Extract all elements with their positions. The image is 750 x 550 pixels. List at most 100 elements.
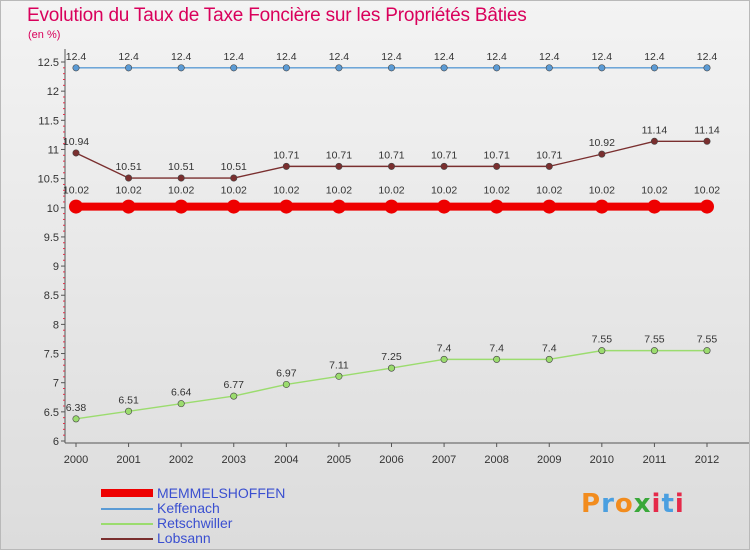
data-label-keffenach: 12.4 — [171, 51, 192, 63]
data-label-keffenach: 12.4 — [539, 51, 560, 63]
data-point-memmelshoffen — [331, 199, 346, 214]
series-layer — [69, 64, 714, 423]
x-tick-label: 2008 — [484, 454, 508, 466]
data-point-memmelshoffen — [489, 199, 504, 214]
data-label-retschwiller: 6.64 — [171, 387, 192, 399]
data-label-retschwiller: 7.55 — [644, 334, 665, 346]
data-point-lobsann — [387, 162, 395, 170]
data-label-keffenach: 12.4 — [381, 51, 402, 63]
data-label-memmelshoffen: 10.02 — [378, 185, 404, 197]
data-label-retschwiller: 7.25 — [381, 351, 402, 363]
data-label-retschwiller: 6.77 — [224, 379, 245, 391]
data-point-memmelshoffen — [700, 199, 714, 214]
data-point-lobsann — [125, 174, 133, 182]
data-point-lobsann — [493, 162, 501, 170]
y-tick-label: 9 — [53, 261, 59, 273]
data-point-keffenach — [440, 64, 448, 72]
data-point-retschwiller — [335, 372, 343, 380]
logo-letter: t — [661, 489, 675, 519]
y-tick-label: 10.5 — [38, 174, 59, 186]
data-point-lobsann — [440, 162, 448, 170]
y-tick-label: 10 — [47, 203, 59, 215]
data-label-retschwiller: 7.55 — [697, 334, 718, 346]
data-labels-layer: 12.4 12.4 12.4 12.4 12.4 12.4 12.4 12.4 12.4 12.4… — [63, 51, 720, 414]
data-point-keffenach — [282, 64, 290, 72]
data-point-retschwiller — [72, 415, 80, 423]
data-point-memmelshoffen — [226, 199, 241, 214]
logo-letter: i — [674, 489, 685, 519]
data-point-memmelshoffen — [594, 199, 609, 214]
data-label-lobsann: 10.51 — [115, 161, 141, 173]
data-point-retschwiller — [493, 355, 501, 363]
x-tick-label: 2003 — [222, 454, 246, 466]
data-label-memmelshoffen: 10.02 — [326, 185, 352, 197]
data-label-keffenach: 12.4 — [434, 51, 455, 63]
data-point-retschwiller — [703, 347, 711, 355]
data-point-keffenach — [493, 64, 501, 72]
legend-swatch-memmelshoffen — [101, 489, 153, 497]
logo-letter: i — [651, 489, 662, 519]
data-label-keffenach: 12.4 — [592, 51, 613, 63]
data-point-memmelshoffen — [279, 199, 294, 214]
data-point-lobsann — [335, 162, 343, 170]
logo-letter: P — [581, 489, 602, 519]
data-label-lobsann: 10.71 — [326, 149, 352, 161]
data-label-memmelshoffen: 10.02 — [536, 185, 562, 197]
data-label-memmelshoffen: 10.02 — [63, 185, 89, 197]
logo-letter: x — [633, 489, 652, 519]
x-tick-label: 2001 — [116, 454, 140, 466]
data-point-memmelshoffen — [437, 199, 452, 214]
data-point-lobsann — [598, 150, 606, 158]
data-label-lobsann: 11.14 — [642, 124, 668, 136]
chart-title: Evolution du Taux de Taxe Foncière sur l… — [27, 5, 527, 26]
data-point-keffenach — [650, 64, 658, 72]
data-point-keffenach — [230, 64, 238, 72]
data-point-retschwiller — [282, 380, 290, 388]
data-label-lobsann: 10.71 — [273, 149, 299, 161]
data-label-lobsann: 10.71 — [536, 149, 562, 161]
data-label-keffenach: 12.4 — [329, 51, 350, 63]
y-tick-label: 7.5 — [44, 349, 59, 361]
y-tick-label: 8 — [53, 319, 59, 331]
data-point-lobsann — [230, 174, 238, 182]
legend-label-keffenach: Keffenach — [157, 500, 220, 516]
proxiti-logo: Proxiti — [581, 489, 685, 519]
x-tick-label: 2004 — [274, 454, 298, 466]
data-point-retschwiller — [440, 355, 448, 363]
data-point-retschwiller — [230, 392, 238, 400]
data-point-retschwiller — [177, 400, 185, 408]
x-tick-label: 2007 — [432, 454, 456, 466]
y-tick-label: 7 — [53, 378, 59, 390]
x-tick-label: 2000 — [64, 454, 88, 466]
data-point-retschwiller — [598, 347, 606, 355]
data-point-lobsann — [650, 137, 658, 145]
data-point-memmelshoffen — [69, 199, 83, 214]
data-point-keffenach — [125, 64, 133, 72]
y-tick-label: 6.5 — [44, 407, 59, 419]
y-tick-label: 9.5 — [44, 232, 59, 244]
data-point-lobsann — [703, 137, 711, 145]
axes: 6 6.5 7 7.5 8 8.5 9 9.5 10 10.5 11 11.5 12 12.5 2000 20… — [38, 49, 749, 466]
data-label-lobsann: 10.51 — [221, 161, 247, 173]
data-label-memmelshoffen: 10.02 — [431, 185, 457, 197]
data-point-memmelshoffen — [384, 199, 399, 214]
data-label-memmelshoffen: 10.02 — [694, 185, 720, 197]
x-tick-label: 2005 — [327, 454, 351, 466]
y-tick-label: 11.5 — [38, 115, 59, 127]
data-label-memmelshoffen: 10.02 — [484, 185, 510, 197]
data-point-memmelshoffen — [542, 199, 557, 214]
data-point-memmelshoffen — [174, 199, 189, 214]
y-tick-label: 8.5 — [44, 290, 59, 302]
data-point-keffenach — [703, 64, 711, 72]
data-point-memmelshoffen — [647, 199, 662, 214]
data-label-retschwiller: 7.11 — [329, 359, 349, 371]
data-label-lobsann: 10.94 — [63, 136, 89, 148]
data-label-retschwiller: 7.4 — [489, 342, 504, 354]
data-label-memmelshoffen: 10.02 — [641, 185, 667, 197]
data-label-retschwiller: 7.4 — [542, 342, 557, 354]
data-point-lobsann — [177, 174, 185, 182]
data-label-lobsann: 10.71 — [431, 149, 457, 161]
data-point-keffenach — [335, 64, 343, 72]
